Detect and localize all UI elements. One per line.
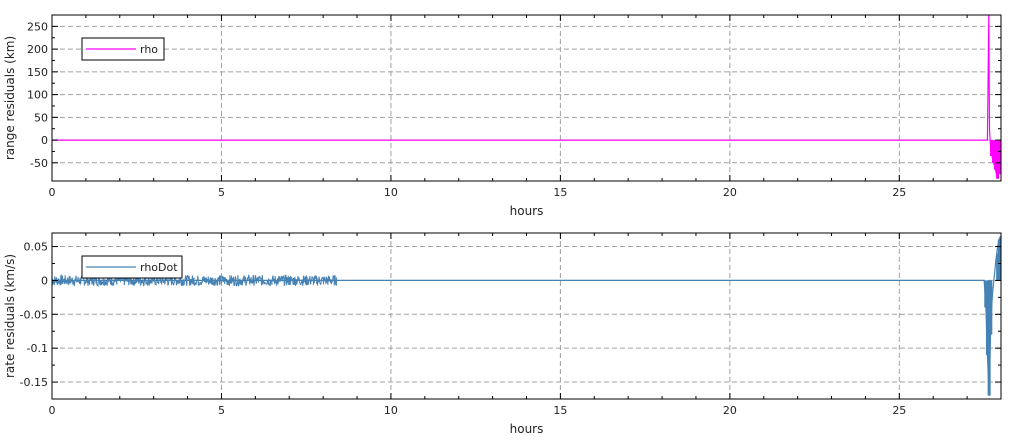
legend-label: rho bbox=[140, 43, 158, 56]
rate-residuals-panel: 0 5 10 15 20 25 -0.15 -0.1 -0.05 0 0.05 hours rate r… bbox=[3, 232, 1002, 436]
plot-area bbox=[52, 236, 1001, 396]
y-tick-label: -0.1 bbox=[27, 342, 48, 355]
y-tick-label: -0.15 bbox=[20, 376, 48, 389]
x-tick-label: 10 bbox=[384, 404, 398, 417]
y-axis-label: range residuals (km) bbox=[3, 36, 17, 160]
plot-frame bbox=[51, 232, 1002, 400]
legend-label: rhoDot bbox=[140, 261, 178, 274]
y-tick-label: 150 bbox=[27, 66, 48, 79]
series-line-rhoDot bbox=[52, 236, 1001, 396]
x-tick-label: 10 bbox=[384, 186, 398, 199]
x-axis-label: hours bbox=[510, 204, 544, 218]
y-tick-label: 0.05 bbox=[24, 241, 49, 254]
x-tick-label: 25 bbox=[892, 404, 906, 417]
legend: rho bbox=[81, 37, 165, 61]
series-line-rho bbox=[52, 15, 1001, 179]
series-noise-band bbox=[52, 273, 338, 288]
y-tick-label: 100 bbox=[27, 89, 48, 102]
x-tick-label: 20 bbox=[723, 186, 737, 199]
y-tick-label: -0.05 bbox=[20, 308, 48, 321]
y-axis-label: rate residuals (km/s) bbox=[3, 254, 17, 378]
y-tick-label: 0 bbox=[41, 134, 48, 147]
x-tick-label: 15 bbox=[553, 404, 567, 417]
plot-frame bbox=[51, 14, 1002, 182]
plot-area bbox=[52, 15, 1001, 179]
x-tick-label: 0 bbox=[49, 404, 56, 417]
x-tick-label: 25 bbox=[892, 186, 906, 199]
y-tick-label: 250 bbox=[27, 20, 48, 33]
x-tick-label: 0 bbox=[49, 186, 56, 199]
y-tick-label: 50 bbox=[34, 111, 48, 124]
x-tick-label: 5 bbox=[218, 186, 225, 199]
y-tick-label: 0 bbox=[41, 274, 48, 287]
x-tick-label: 5 bbox=[218, 404, 225, 417]
x-tick-label: 15 bbox=[553, 186, 567, 199]
y-tick-label: 200 bbox=[27, 43, 48, 56]
y-tick-label: -50 bbox=[30, 157, 48, 170]
legend: rhoDot bbox=[81, 255, 183, 279]
range-residuals-panel: 0 5 10 15 20 25 -50 0 50 100 150 200 250 hours range r… bbox=[3, 14, 1002, 218]
x-axis-label: hours bbox=[510, 422, 544, 436]
x-tick-label: 20 bbox=[723, 404, 737, 417]
